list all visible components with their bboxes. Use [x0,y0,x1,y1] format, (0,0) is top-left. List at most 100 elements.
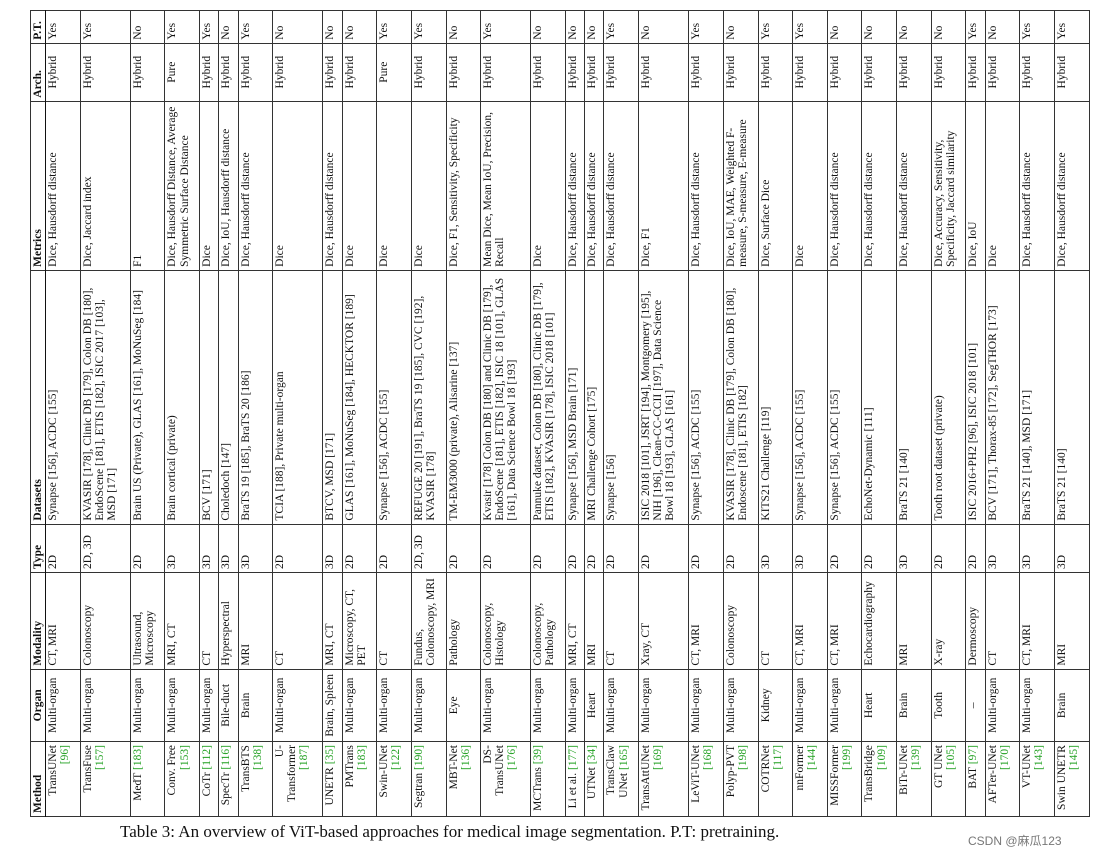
cell-arch: Hybrid [565,43,585,102]
cell-datasets: Synapse [156] [603,270,639,525]
table-row: MISSFormer [199] Multi-organ CT, MRI 2D Syna… [827,10,862,817]
cell-method: DS-TransUNet [176] [480,741,531,817]
method-reference-link[interactable]: [170] [998,745,1011,771]
table-row: TransUNet [96] Multi-organ CT, MRI 2D Synaps… [45,10,81,817]
cell-organ: – [965,669,986,742]
method-name: MBT-Net [447,745,460,790]
method-reference-link[interactable]: [116] [220,745,233,770]
method-reference-link[interactable]: [96] [59,745,72,765]
cell-organ: Brain [238,669,273,742]
cell-pt: No [322,10,343,44]
method-reference-link[interactable]: [183] [131,745,144,771]
cell-organ: Kidney [758,669,793,742]
cell-type: 2D [861,524,897,573]
cell-modality: Echocardiography [861,572,897,670]
cell-modality: CT, MRI [1019,572,1055,670]
cell-metrics: Dice, Hausdorff distance [603,101,639,271]
col-header-arch: Arch. [30,43,46,102]
method-reference-link[interactable]: [187] [298,745,311,771]
method-reference-link[interactable]: [105] [944,745,957,771]
table-row: COTRNet [117] Kidney CT 3D KITS21 Challenge … [758,10,793,817]
method-reference-link[interactable]: [139] [910,745,923,771]
method-name: MCTrans [532,767,545,811]
method-reference-link[interactable]: [168] [702,745,715,771]
cell-pt: Yes [238,10,273,44]
cell-datasets: Pannuke dataset, Colon DB [180], Clinic … [530,270,566,525]
cell-arch: Hybrid [342,43,377,102]
method-reference-link[interactable]: [169] [652,745,665,771]
cell-arch: Pure [164,43,200,102]
table-row: MedT [183] Multi-organ Ultrasound, Microsc… [130,10,165,817]
cell-metrics: Dice [985,101,1020,271]
method-reference-link[interactable]: [122] [390,745,403,771]
cell-arch: Hybrid [861,43,897,102]
cell-arch: Hybrid [480,43,531,102]
cell-pt: Yes [80,10,131,44]
method-reference-link[interactable]: [165] [617,745,630,771]
method-reference-link[interactable]: [143] [1033,745,1046,771]
cell-pt: Yes [480,10,531,44]
col-header-method: Method [30,741,46,817]
cell-organ: Eye [446,669,481,742]
method-reference-link[interactable]: [176] [506,745,519,771]
method-reference-link[interactable]: [117] [771,745,784,770]
method-name: DS-TransUNet [482,745,507,796]
cell-method: UTNet [34] [584,741,604,817]
cell-method: MedT [183] [130,741,165,817]
table-row: TransClaw UNet [165] Multi-organ CT 2D Synap… [603,10,639,817]
cell-type: 2D [584,524,604,573]
method-reference-link[interactable]: [144] [806,745,819,771]
cell-modality: MRI [896,572,932,670]
method-reference-link[interactable]: [177] [566,745,579,771]
method-name: VT-UNet [1021,745,1034,789]
method-reference-link[interactable]: [39] [532,745,545,765]
cell-arch: Hybrid [792,43,828,102]
method-reference-link[interactable]: [153] [178,745,191,771]
method-reference-link[interactable]: [136] [459,745,472,771]
cell-type: 3D [758,524,793,573]
cell-datasets: Synapse [156], MSD Brain [171] [565,270,585,525]
method-reference-link[interactable]: [34] [586,745,599,765]
cell-modality: CT [758,572,793,670]
method-reference-link[interactable]: [97] [967,745,980,765]
cell-arch: Hybrid [199,43,219,102]
method-reference-link[interactable]: [157] [93,745,106,771]
method-reference-link[interactable]: [145] [1068,745,1081,771]
cell-method: TransBTS [138] [238,741,273,817]
cell-type: 2D [130,524,165,573]
method-name: U-Transformer [274,745,299,803]
method-reference-link[interactable]: [109] [875,745,888,771]
cell-arch: Hybrid [530,43,566,102]
cell-datasets: GLAS [161], MoNuSeg [184], HECKTOR [189] [342,270,377,525]
cell-method: Polyp-PVT [198] [723,741,758,817]
cell-pt: Yes [758,10,793,44]
cell-pt: No [446,10,481,44]
cell-datasets: KITS21 Challenge [119] [758,270,793,525]
table-row: TransBridge [109] Heart Echocardiography 2D… [861,10,897,817]
cell-metrics: Dice [530,101,566,271]
method-reference-link[interactable]: [199] [840,745,853,771]
cell-metrics: Dice, Jaccard index [80,101,131,271]
cell-organ: Multi-organ [199,669,219,742]
cell-datasets: Kvasir [178] Colon DB [180] and Clinic D… [480,270,531,525]
method-reference-link[interactable]: [112] [201,745,214,770]
method-reference-link[interactable]: [190] [412,745,425,771]
cell-method: TransClaw UNet [165] [603,741,639,817]
method-reference-link[interactable]: [35] [324,745,337,765]
table-row: MCTrans [39] Multi-organ Colonoscopy, Path… [530,10,566,817]
method-reference-link[interactable]: [183] [355,745,368,771]
cell-pt: No [985,10,1020,44]
cell-type: 2D [638,524,689,573]
table-row: UTNet [34] Heart MRI 2D MRI Challenge Cohort… [584,10,604,817]
cell-metrics: Dice, Hausdorff distance [827,101,862,271]
cell-modality: CT [376,572,412,670]
cell-modality: MRI, CT [322,572,343,670]
cell-datasets: Synapse [156], ACDC [155] [45,270,81,525]
cell-pt: Yes [1054,10,1090,44]
cell-datasets: Choledoch [147] [218,270,239,525]
method-name: TransAttUNet [640,745,653,811]
method-reference-link[interactable]: [138] [251,745,264,771]
cell-modality: CT [272,572,323,670]
table-row: GT UNet [105] Tooth X-ray 2D Tooth root data… [931,10,966,817]
method-reference-link[interactable]: [198] [736,745,749,771]
